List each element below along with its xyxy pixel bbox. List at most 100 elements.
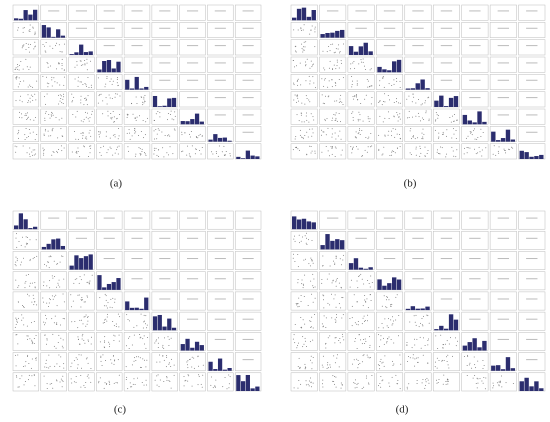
scatter-dot [60, 356, 62, 358]
histogram-bar [467, 342, 472, 351]
scatter-dot [406, 341, 408, 343]
scatter-dot [135, 153, 137, 155]
plot-cell [319, 143, 347, 160]
scatter-dot [133, 360, 135, 362]
scatter-dot [51, 275, 53, 277]
histogram-bar [255, 386, 260, 391]
histogram-bar [472, 122, 477, 125]
scatter-dot [311, 239, 313, 241]
scatter-dot [327, 337, 329, 339]
plot-cell [319, 311, 347, 331]
scatter-dot [57, 284, 59, 286]
scatter-dot [224, 154, 226, 156]
scatter-dot [130, 386, 132, 388]
scatter-dot [382, 121, 384, 123]
scatter-dot [442, 133, 444, 135]
scatter-dot [30, 86, 32, 88]
histogram-bar [14, 225, 19, 230]
scatter-dot [323, 85, 325, 87]
scatter-dot [24, 138, 26, 140]
scatter-dot [75, 138, 77, 140]
scatter-dot [384, 101, 386, 103]
scatter-dot [29, 84, 31, 86]
scatter-dot [314, 28, 316, 30]
scatter-dot [49, 280, 51, 282]
scatter-dot [301, 47, 303, 49]
scatter-dot [77, 138, 79, 140]
scatter-dot [133, 378, 135, 380]
scatter-dot [379, 80, 381, 82]
scatter-dot [305, 80, 307, 82]
scatter-dot [15, 334, 17, 336]
scatter-dot [352, 363, 354, 365]
plot-cell [40, 291, 67, 311]
plot-cell [207, 22, 234, 38]
scatter-dot [306, 154, 308, 156]
scatter-dot [211, 151, 213, 153]
scatter-dot [297, 306, 299, 308]
scatter-dot [77, 80, 79, 82]
scatter-dot [378, 101, 380, 103]
scatter-dot [109, 146, 111, 148]
histogram-bar [102, 61, 107, 73]
scatter-dot [334, 132, 336, 134]
scatter-dot [310, 326, 312, 328]
scatter-dot [452, 128, 454, 130]
plot-cell [207, 230, 234, 250]
scatter-dot [415, 115, 417, 117]
histogram-bar [222, 137, 227, 142]
scatter-dot [425, 112, 427, 114]
scatter-dot [77, 147, 79, 149]
scatter-dot [84, 342, 86, 344]
scatter-dot [17, 86, 19, 88]
plot-cell [179, 91, 206, 108]
scatter-dot [113, 339, 115, 341]
scatter-dot [115, 325, 117, 327]
scatter-dot [28, 374, 30, 376]
scatter-dot [26, 152, 28, 154]
scatter-dot [356, 280, 358, 282]
histogram-bar [358, 46, 364, 55]
scatter-dot [393, 320, 395, 322]
scatter-dot [55, 347, 57, 349]
plot-cell [319, 91, 347, 108]
scatter-dot [46, 93, 48, 95]
scatter-dot [357, 287, 359, 289]
scatter-dot [386, 342, 388, 344]
scatter-dot [153, 119, 155, 121]
plot-cell [489, 230, 517, 250]
scatter-dot [378, 84, 380, 86]
scatter-dot [16, 77, 18, 79]
scatter-dot [77, 76, 79, 78]
scatter-dot [201, 146, 203, 148]
scatter-dot [25, 58, 27, 60]
scatter-dot [187, 367, 189, 369]
scatter-dot [170, 358, 172, 360]
scatter-dot [62, 380, 64, 382]
scatter-dot [342, 77, 344, 79]
scatter-dot [428, 96, 430, 98]
scatter-dot [328, 273, 330, 275]
histogram-bar [482, 121, 487, 125]
scatter-dot [387, 338, 389, 340]
plot-cell [376, 230, 404, 250]
scatter-dot [186, 361, 188, 363]
scatter-dot [463, 356, 465, 358]
plot-cell [347, 352, 375, 372]
scatter-dot [129, 132, 131, 134]
scatter-dot [493, 385, 495, 387]
scatter-dot [492, 153, 494, 155]
histogram-bar [134, 307, 139, 311]
scatter-dot [327, 86, 329, 88]
scatter-dot [145, 315, 147, 317]
scatter-dot [165, 366, 167, 368]
scatter-dot [116, 93, 118, 95]
plot-cell [207, 74, 234, 90]
scatter-dot [29, 156, 31, 158]
scatter-dot [310, 381, 312, 383]
scatter-dot [106, 316, 108, 318]
scatter-dot [467, 354, 469, 356]
scatter-dot [45, 103, 47, 105]
scatter-dot [359, 362, 361, 364]
scatter-dot [86, 375, 88, 377]
